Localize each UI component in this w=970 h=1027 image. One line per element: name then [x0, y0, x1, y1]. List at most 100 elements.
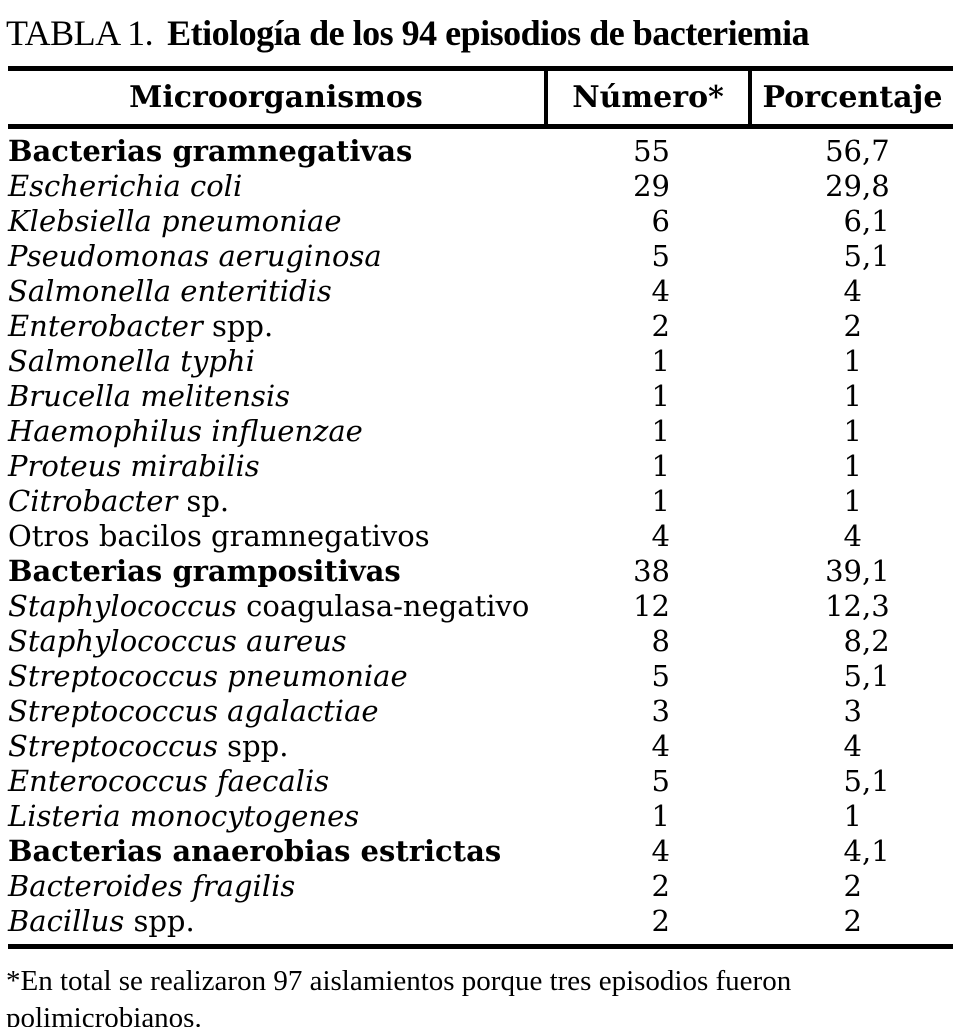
name-part: Streptococcus agalactiae [8, 694, 379, 728]
porcentaje-value: 6,1 [750, 204, 953, 239]
numero-value: 4 [651, 834, 670, 868]
porcentaje-integer: 2 [843, 869, 862, 903]
table-row: Klebsiella pneumoniae 6 6,1 [8, 204, 953, 239]
porcentaje-value: 4 [750, 274, 953, 309]
numero-value: 12 [633, 589, 670, 623]
table-row: Enterococcus faecalis 5 5,1 [8, 764, 953, 799]
porcentaje-integer: 5 [843, 764, 862, 798]
porcentaje-integer: 2 [843, 904, 862, 938]
name-part: Klebsiella pneumoniae [8, 204, 342, 238]
table-row: Brucella melitensis 1 1 [8, 379, 953, 414]
numero-value: 2 [651, 869, 670, 903]
name-part: Staphylococcus [8, 589, 237, 623]
header-row: Microorganismos Número* Porcentaje [8, 68, 953, 129]
microorganism-name: Brucella melitensis [8, 379, 546, 414]
porcentaje-value: 3 [750, 694, 953, 729]
table-row: Bacterias anaerobias estrictas 4 4,1 [8, 834, 953, 869]
microorganism-name: Bacteroides fragilis [8, 869, 546, 904]
porcentaje-integer: 4 [843, 519, 862, 553]
table-row: Staphylococcus aureus 8 8,2 [8, 624, 953, 659]
numero-value: 1 [651, 449, 670, 483]
microorganism-name: Staphylococcus aureus [8, 624, 546, 659]
table-row: Escherichia coli 29 29,8 [8, 169, 953, 204]
table-row: Listeria monocytogenes 1 1 [8, 799, 953, 834]
table-row: Streptococcus pneumoniae 5 5,1 [8, 659, 953, 694]
porcentaje-decimal: ,8 [862, 169, 890, 203]
microorganism-name: Bacterias grampositivas [8, 554, 546, 589]
porcentaje-value: 29,8 [750, 169, 953, 204]
table-footnote: *En total se realizaron 97 aislamientos … [6, 965, 792, 1027]
table-row: Bacterias gramnegativas 55 56,7 [8, 127, 953, 170]
table-row: Bacteroides fragilis 2 2 [8, 869, 953, 904]
porcentaje-integer: 1 [843, 344, 862, 378]
porcentaje-integer: 4 [843, 729, 862, 763]
porcentaje-integer: 6 [843, 204, 862, 238]
table-row: Salmonella typhi 1 1 [8, 344, 953, 379]
header-numero: Número* [544, 68, 750, 129]
porcentaje-value: 1 [750, 449, 953, 484]
porcentaje-value: 8,2 [750, 624, 953, 659]
table-title-text: Etiología de los 94 episodios de bacteri… [167, 13, 810, 53]
table-body: Bacterias gramnegativas 55 56,7 Escherichia… [8, 127, 953, 947]
porcentaje-value: 2 [750, 309, 953, 344]
table-row: Haemophilus influenzae 1 1 [8, 414, 953, 449]
name-part: Otros bacilos gramnegativos [8, 519, 430, 553]
porcentaje-value: 1 [750, 799, 953, 834]
microorganism-name: Proteus mirabilis [8, 449, 546, 484]
table-header: Microorganismos Número* Porcentaje [8, 68, 953, 129]
numero-value: 3 [651, 694, 670, 728]
porcentaje-value: 5,1 [750, 659, 953, 694]
porcentaje-value: 39,1 [750, 554, 953, 589]
microorganism-name: Enterococcus faecalis [8, 764, 546, 799]
numero-value: 1 [651, 484, 670, 518]
name-part: Bacteroides fragilis [8, 869, 296, 903]
name-part: Citrobacter [8, 484, 178, 518]
porcentaje-value: 1 [750, 379, 953, 414]
porcentaje-decimal: ,7 [862, 134, 890, 168]
microorganism-name: Escherichia coli [8, 169, 546, 204]
numero-value: 1 [651, 379, 670, 413]
microorganism-name: Listeria monocytogenes [8, 799, 546, 834]
table-row: Pseudomonas aeruginosa 5 5,1 [8, 239, 953, 274]
name-part: Salmonella typhi [8, 344, 255, 378]
name-part: Haemophilus influenzae [8, 414, 363, 448]
numero-value: 4 [651, 519, 670, 553]
porcentaje-integer: 1 [843, 484, 862, 518]
numero-value: 29 [633, 169, 670, 203]
table-row: Streptococcus agalactiae 3 3 [8, 694, 953, 729]
name-part: Proteus mirabilis [8, 449, 260, 483]
porcentaje-integer: 12 [825, 589, 862, 623]
porcentaje-integer: 56 [825, 134, 862, 168]
numero-value: 55 [633, 134, 670, 168]
name-part: spp. [202, 309, 274, 343]
porcentaje-value: 1 [750, 484, 953, 519]
microorganism-name: Salmonella typhi [8, 344, 546, 379]
numero-value: 4 [651, 729, 670, 763]
numero-value: 5 [651, 239, 670, 273]
microorganism-name: Pseudomonas aeruginosa [8, 239, 546, 274]
porcentaje-value: 5,1 [750, 239, 953, 274]
porcentaje-decimal: ,3 [862, 589, 890, 623]
microorganism-name: Bacterias gramnegativas [8, 127, 546, 170]
porcentaje-integer: 2 [843, 309, 862, 343]
numero-value: 4 [651, 274, 670, 308]
table-number-label: TABLA 1. [6, 13, 154, 53]
numero-value: 1 [651, 344, 670, 378]
numero-value: 1 [651, 414, 670, 448]
table-row: Salmonella enteritidis 4 4 [8, 274, 953, 309]
microorganism-name: Salmonella enteritidis [8, 274, 546, 309]
name-part: Bacterias anaerobias estrictas [8, 834, 502, 868]
porcentaje-value: 4 [750, 519, 953, 554]
name-part: Brucella melitensis [8, 379, 291, 413]
porcentaje-decimal: ,1 [862, 239, 890, 273]
porcentaje-value: 4 [750, 729, 953, 764]
microorganism-name: Citrobacter sp. [8, 484, 546, 519]
porcentaje-integer: 1 [843, 799, 862, 833]
name-part: Enterobacter [8, 309, 203, 343]
porcentaje-decimal: ,2 [862, 624, 890, 658]
table-row: Citrobacter sp. 1 1 [8, 484, 953, 519]
microorganism-name: Streptococcus pneumoniae [8, 659, 546, 694]
numero-value: 1 [651, 799, 670, 833]
name-part: Escherichia coli [8, 169, 243, 203]
porcentaje-decimal: ,1 [862, 204, 890, 238]
